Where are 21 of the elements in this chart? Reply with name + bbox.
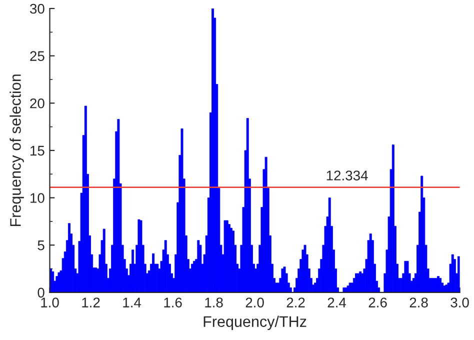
x-tick-label: 1.2 [82, 298, 100, 308]
x-tick-label: 2.6 [368, 298, 387, 308]
y-tick-label: 30 [30, 4, 44, 14]
x-tick-label: 1.0 [41, 298, 59, 308]
x-tick-label: 2.0 [246, 298, 264, 308]
y-tick-label: 20 [30, 98, 44, 108]
y-tick-label: 5 [38, 240, 44, 250]
x-tick-label: 2.8 [410, 298, 428, 308]
y-tick-label: 0 [38, 288, 44, 298]
annotation: 12.334 [326, 170, 368, 180]
y-tick-label: 15 [30, 146, 44, 156]
y-tick-label: 10 [30, 193, 44, 203]
x-tick-label: 1.4 [123, 298, 142, 308]
x-axis-title: Frequency/THz [204, 316, 306, 330]
x-tick-label: 3.0 [450, 298, 469, 308]
y-tick-label: 25 [30, 51, 44, 61]
y-axis-title: Frequency of selection [10, 74, 24, 226]
x-tick-label: 1.8 [205, 298, 223, 308]
x-tick-label: 2.4 [328, 298, 346, 308]
x-tick-label: 2.2 [286, 298, 305, 308]
x-tick-label: 1.6 [164, 298, 182, 308]
